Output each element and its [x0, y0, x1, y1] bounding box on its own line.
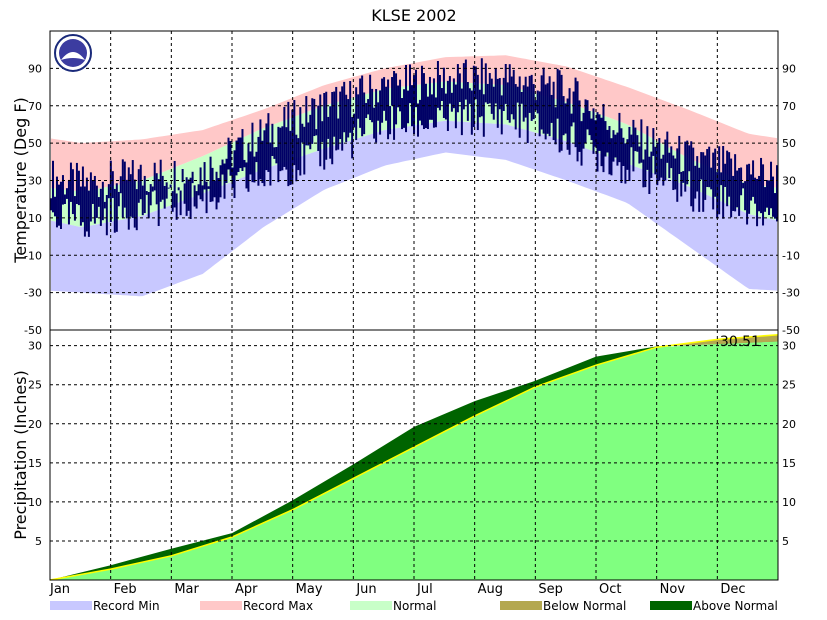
temperature-tick-label-right: 90 — [782, 62, 796, 75]
legend-swatch — [500, 601, 542, 610]
legend-swatch — [50, 601, 92, 610]
precipitation-tick-label-left: 10 — [28, 496, 42, 509]
month-label: Dec — [720, 582, 745, 597]
precipitation-tick-label-right: 15 — [782, 457, 796, 470]
precipitation-grid — [50, 330, 778, 580]
temperature-tick-label-left: 70 — [28, 100, 42, 113]
precipitation-tick-label-left: 20 — [28, 418, 42, 431]
temperature-tick-label-right: 50 — [782, 137, 796, 150]
legend-label: Normal — [393, 599, 436, 613]
normal-precipitation-line — [49, 333, 779, 581]
temperature-tick-label-left: -30 — [24, 287, 42, 300]
legend-swatch — [350, 601, 392, 610]
temperature-tick-label-right: -10 — [782, 249, 800, 262]
precipitation-tick-label-right: 20 — [782, 418, 796, 431]
temperature-tick-label-left: -10 — [24, 249, 42, 262]
precipitation-tick-label-right: 30 — [782, 340, 796, 353]
precipitation-tick-label-right: 10 — [782, 496, 796, 509]
temperature-tick-label-left: -50 — [24, 324, 42, 337]
month-label: Jan — [49, 582, 70, 597]
temperature-tick-label-left: 90 — [28, 62, 42, 75]
precipitation-tick-label-left: 5 — [35, 535, 42, 548]
temperature-tick-label-left: 30 — [28, 175, 42, 188]
precipitation-tick-label-left: 15 — [28, 457, 42, 470]
month-axis-labels: Jan Feb Mar Apr May Jun Jul Aug Sep Oct Nov Dec — [49, 582, 745, 597]
precipitation-tick-label-left: 30 — [28, 340, 42, 353]
month-label: May — [296, 582, 323, 597]
chart-title: KLSE 2002 — [371, 6, 456, 25]
precipitation-panel: 30 30 25 25 20 20 15 15 10 10 5 5 30.51 — [28, 329, 796, 581]
legend-swatch — [650, 601, 692, 610]
temperature-tick-label-right: 10 — [782, 212, 796, 225]
precipitation-total-label: 30.51 — [720, 334, 760, 350]
month-label: Jun — [355, 582, 376, 597]
legend-swatch — [200, 601, 242, 610]
temperature-tick-label-right: 30 — [782, 175, 796, 188]
legend: Record Min Record Max Normal Below Normal Ab… — [50, 599, 778, 613]
temperature-tick-label-right: -30 — [782, 287, 800, 300]
noaa-logo-icon — [54, 34, 92, 72]
temperature-tick-label-left: 10 — [28, 212, 42, 225]
observed-precipitation-area — [50, 341, 778, 580]
temperature-tick-label-right: 70 — [782, 100, 796, 113]
precipitation-frame — [49, 329, 779, 581]
temperature-tick-label-left: 50 — [28, 137, 42, 150]
legend-label: Record Min — [93, 599, 160, 613]
precipitation-tick-label-left: 25 — [28, 379, 42, 392]
month-label: Jul — [416, 582, 433, 597]
month-label: Feb — [114, 582, 137, 597]
temperature-y-axis-label: Temperature (Deg F) — [11, 97, 30, 264]
noaa-logo-bird — [61, 52, 85, 60]
precipitation-tick-label-right: 25 — [782, 379, 796, 392]
temperature-panel: 90 90 70 70 50 50 30 30 10 10 -10 -10 -30 -30 -50 -50 — [24, 30, 800, 337]
below-normal-band — [656, 334, 778, 348]
month-label: Apr — [235, 582, 258, 597]
month-label: Nov — [660, 582, 686, 597]
legend-label: Above Normal — [693, 599, 778, 613]
month-label: Oct — [599, 582, 621, 597]
observed-temperature-series — [49, 58, 779, 237]
legend-label: Below Normal — [543, 599, 626, 613]
record-max-band — [51, 55, 777, 192]
precipitation-tick-label-right: 5 — [782, 535, 789, 548]
legend-label: Record Max — [243, 599, 313, 613]
month-label: Mar — [174, 582, 199, 597]
month-label: Aug — [478, 582, 503, 597]
month-label: Sep — [538, 582, 563, 597]
temperature-tick-label-right: -50 — [782, 324, 800, 337]
temperature-grid — [50, 31, 778, 330]
precipitation-y-axis-label: Precipitation (Inches) — [11, 370, 30, 540]
